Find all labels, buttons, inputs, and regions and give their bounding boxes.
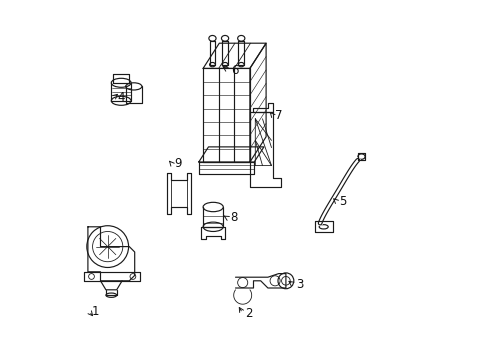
Text: 4: 4: [117, 91, 124, 104]
Text: 9: 9: [174, 157, 182, 170]
Text: 5: 5: [339, 195, 346, 208]
Text: 1: 1: [92, 305, 99, 318]
Text: 3: 3: [295, 278, 303, 291]
Text: 6: 6: [231, 64, 238, 77]
Text: 8: 8: [230, 211, 237, 224]
Text: 7: 7: [275, 109, 283, 122]
Text: 2: 2: [245, 307, 253, 320]
